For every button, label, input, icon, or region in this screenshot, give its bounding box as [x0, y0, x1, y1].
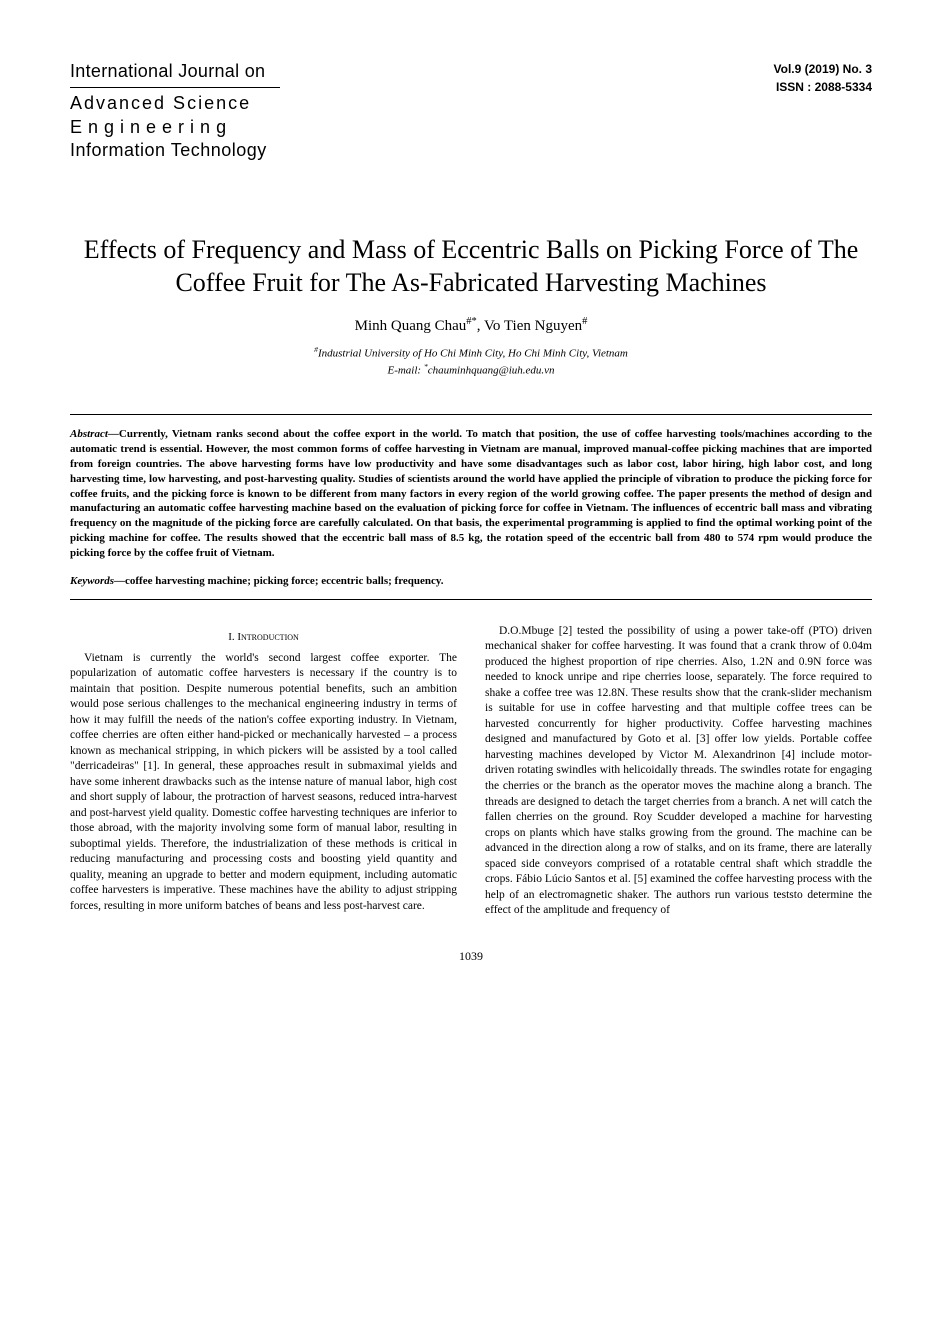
col1-para1: Vietnam is currently the world's second …	[70, 651, 457, 915]
author2-sup: #	[582, 316, 587, 327]
affiliation-text1: Industrial University of Ho Chi Minh Cit…	[318, 348, 628, 360]
issn-label: ISSN : 2088-5334	[774, 78, 872, 96]
keywords-label: Keywords—	[70, 575, 125, 587]
left-column: I. Introduction Vietnam is currently the…	[70, 624, 457, 919]
page-header: International Journal on Advanced Scienc…	[70, 60, 872, 163]
right-column-content: D.O.Mbuge [2] tested the possibility of …	[485, 624, 872, 919]
logo-divider	[70, 87, 280, 88]
author1: Minh Quang Chau	[355, 318, 467, 334]
abstract-paragraph: Abstract—Currently, Vietnam ranks second…	[70, 427, 872, 561]
body-columns: I. Introduction Vietnam is currently the…	[70, 624, 872, 919]
abstract-block: Abstract—Currently, Vietnam ranks second…	[70, 414, 872, 600]
issue-info: Vol.9 (2019) No. 3 ISSN : 2088-5334	[774, 60, 872, 96]
journal-name-line3: Engineering	[70, 116, 280, 139]
page-number: 1039	[70, 949, 872, 964]
right-column: D.O.Mbuge [2] tested the possibility of …	[485, 624, 872, 919]
journal-name-line1: International Journal on	[70, 60, 280, 83]
keywords-body: coffee harvesting machine; picking force…	[125, 575, 444, 587]
author2: , Vo Tien Nguyen	[477, 318, 582, 334]
section1-heading: I. Introduction	[70, 630, 457, 645]
col2-para1: D.O.Mbuge [2] tested the possibility of …	[485, 624, 872, 919]
keywords-line: Keywords—coffee harvesting machine; pick…	[70, 575, 872, 587]
left-column-content: Vietnam is currently the world's second …	[70, 651, 457, 915]
authors-line: Minh Quang Chau#*, Vo Tien Nguyen#	[70, 316, 872, 335]
volume-label: Vol.9 (2019) No. 3	[774, 60, 872, 78]
abstract-label: Abstract—	[70, 428, 119, 440]
abstract-body: Currently, Vietnam ranks second about th…	[70, 428, 872, 559]
affiliation-email: chauminhquang@iuh.edu.vn	[428, 365, 555, 377]
author1-sup: #*	[466, 316, 477, 327]
journal-name-line4: Information Technology	[70, 139, 280, 162]
journal-name-line2: Advanced Science	[70, 92, 280, 115]
affiliation-email-pre: E-mail:	[387, 365, 423, 377]
affiliation-block: #Industrial University of Ho Chi Minh Ci…	[70, 345, 872, 379]
journal-logo: International Journal on Advanced Scienc…	[70, 60, 280, 163]
paper-title: Effects of Frequency and Mass of Eccentr…	[70, 233, 872, 301]
